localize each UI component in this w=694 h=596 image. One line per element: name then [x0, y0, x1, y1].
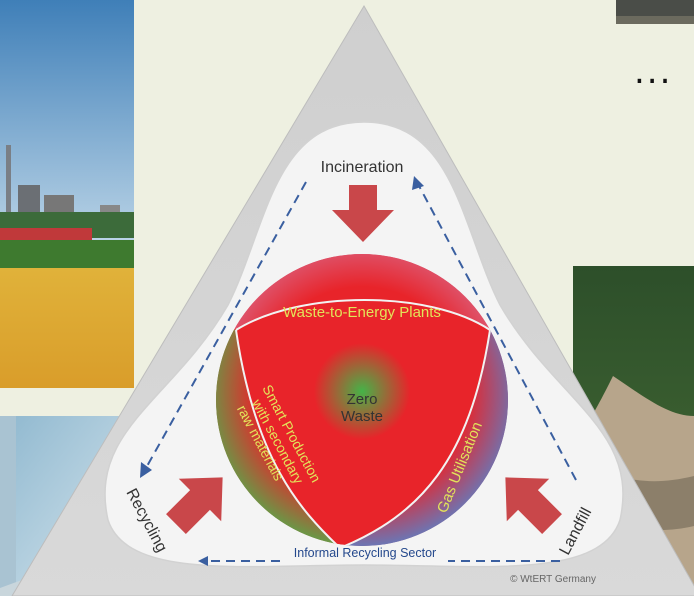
arrowhead-informal [198, 556, 208, 566]
copyright-text: © WtERT Germany [510, 574, 596, 585]
label-waste-to-energy-plants: Waste-to-Energy Plants [283, 304, 441, 321]
center-circle [216, 254, 508, 546]
label-informal-recycling-sector: Informal Recycling Sector [294, 546, 436, 560]
dashed-arrow-landfill-to-incineration [417, 183, 577, 481]
flow-arrows [145, 181, 577, 562]
dashed-arrow-incineration-to-recycling [145, 181, 307, 469]
label-zero: Zero [347, 391, 378, 408]
photo-top-right [616, 0, 694, 24]
label-waste: Waste [341, 408, 383, 425]
label-incineration: Incineration [321, 159, 404, 176]
red-arrow-landfill [505, 477, 562, 534]
red-arrow-incineration [332, 185, 394, 242]
arrowhead-recycling [140, 462, 152, 478]
arrowhead-incineration [412, 176, 424, 190]
red-arrow-recycling [166, 477, 223, 534]
ellipsis-text: ... [634, 52, 673, 92]
photo-power-plant-field [0, 0, 134, 388]
